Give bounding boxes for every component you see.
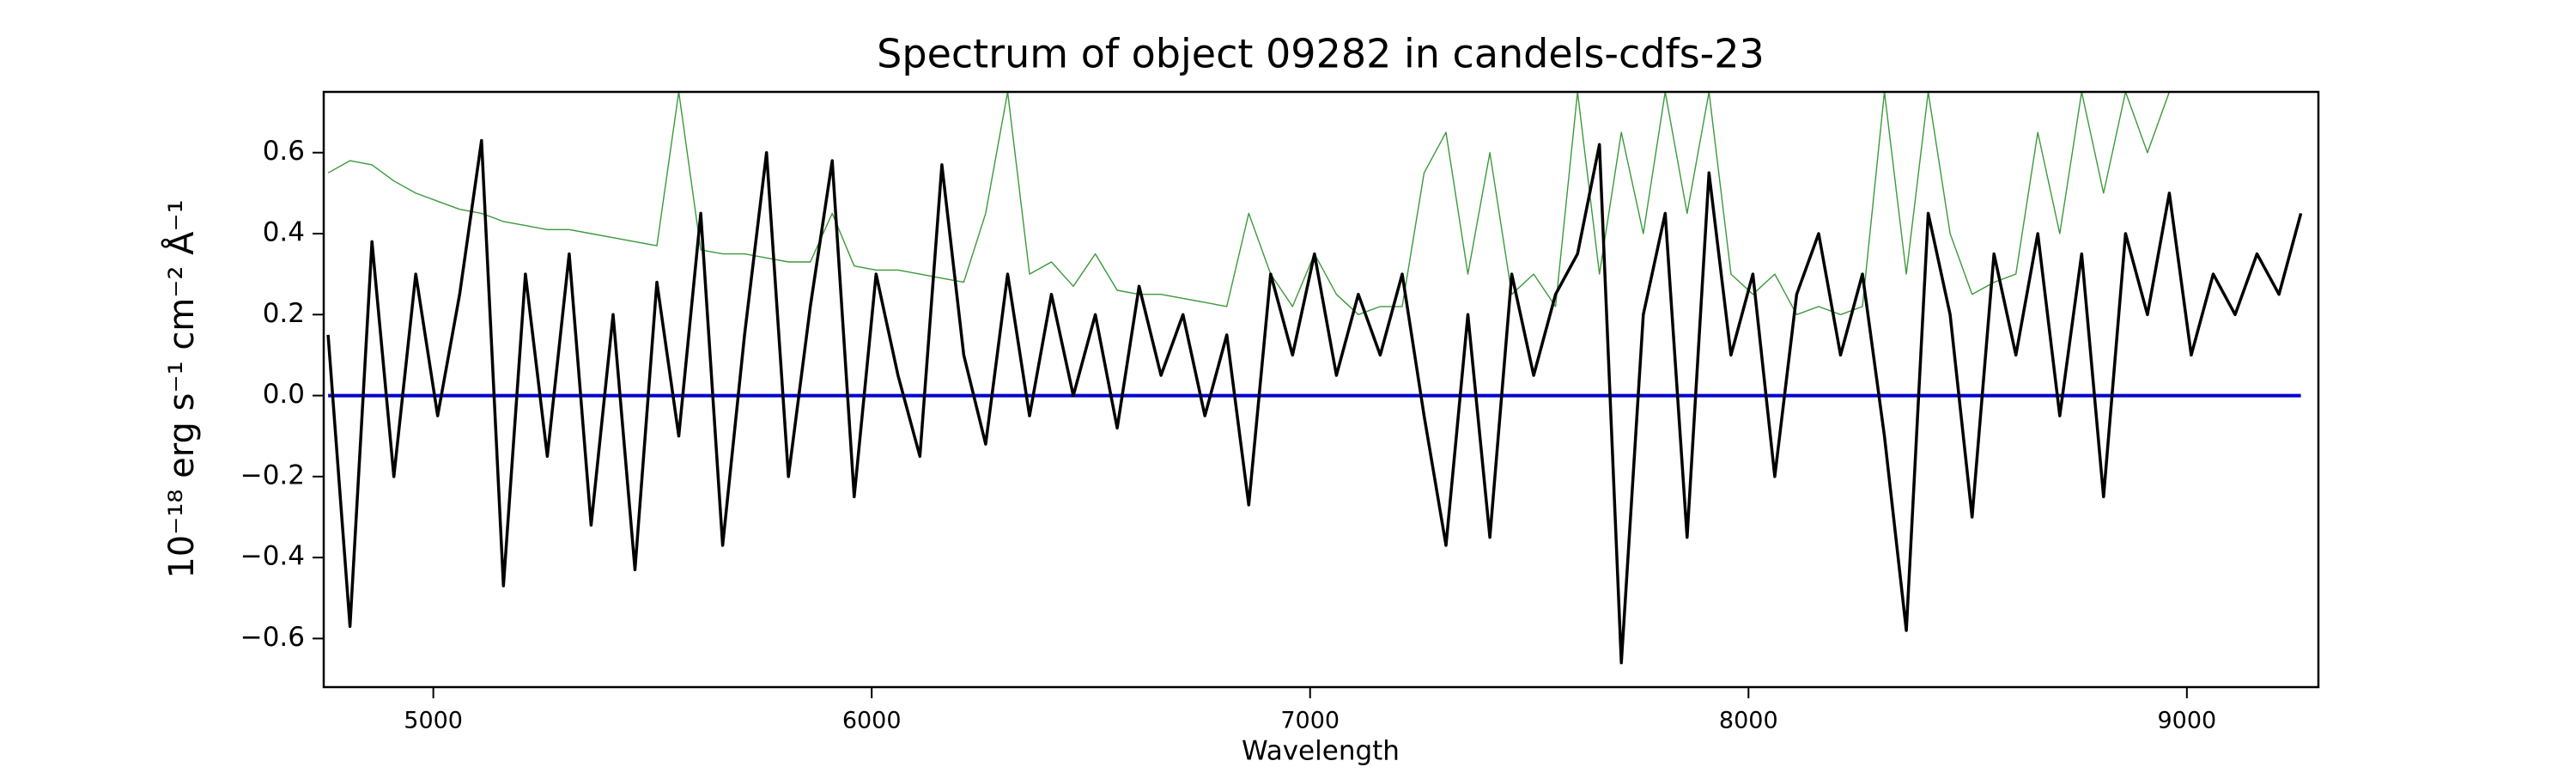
x-tick-label: 6000 (842, 708, 902, 734)
y-tick-label: −0.2 (240, 460, 305, 490)
x-tick-label: 8000 (1719, 708, 1778, 734)
spectrum-line (327, 92, 2171, 315)
y-tick-label: −0.6 (240, 622, 305, 653)
y-axis-label: 10⁻¹⁸ erg s⁻¹ cm⁻² Å⁻¹ (161, 199, 202, 578)
x-tick-label: 7000 (1280, 708, 1340, 734)
x-tick-label: 9000 (2157, 708, 2216, 734)
spectrum-line (326, 138, 2303, 665)
x-tick-label: 5000 (404, 708, 463, 734)
y-tick-label: 0.4 (263, 217, 305, 248)
plot-area (326, 92, 2303, 665)
axes-frame (322, 90, 2320, 689)
y-tick-label: 0.0 (263, 379, 305, 410)
x-axis-label: Wavelength (1242, 736, 1400, 767)
y-tick-label: 0.2 (263, 298, 305, 329)
y-tick-label: 0.6 (263, 136, 305, 167)
y-tick-label: −0.4 (240, 541, 305, 572)
chart-title: Spectrum of object 09282 in candels-cdfs… (877, 31, 1765, 77)
